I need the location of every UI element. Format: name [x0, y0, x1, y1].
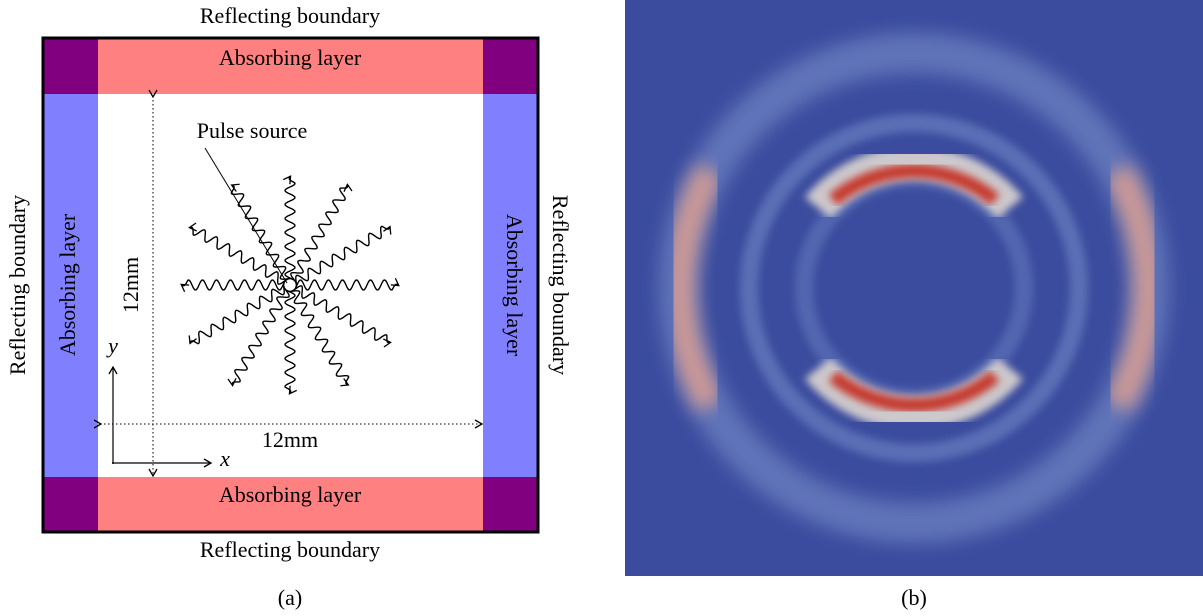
- corner: [43, 477, 98, 532]
- caption: (b): [901, 585, 927, 610]
- domain: [43, 38, 538, 532]
- wave-arrow: [283, 175, 296, 282]
- corner: [43, 38, 98, 94]
- leader-line: [204, 147, 288, 284]
- dimension-label: 12mm: [118, 257, 143, 313]
- caption: (a): [278, 585, 302, 610]
- field-background: [625, 0, 1203, 576]
- wave-arrow: [287, 290, 350, 387]
- layer-label: Absorbing layer: [219, 482, 362, 507]
- axis-label: x: [219, 446, 230, 471]
- wave-arrow: [290, 285, 392, 348]
- absorbing-layer: [98, 38, 483, 94]
- source-label: Pulse source: [197, 118, 308, 143]
- layer-label: Absorbing layer: [219, 45, 362, 70]
- wave-arrow: [284, 288, 297, 395]
- dimension-label: 12mm: [262, 427, 318, 452]
- absorbing-layer: [98, 477, 483, 532]
- wave-arrow: [188, 222, 290, 285]
- wave-arrow: [290, 183, 353, 285]
- wave-arrow: [230, 183, 293, 280]
- layer-label: Absorbing layer: [502, 214, 527, 357]
- axis-label: y: [106, 333, 118, 358]
- outer-wave: [1103, 163, 1164, 413]
- corner: [483, 477, 538, 532]
- waves: [180, 175, 400, 395]
- wave-arrow: [295, 225, 392, 288]
- layer-label: Absorbing layer: [55, 213, 80, 356]
- panel-a: Reflecting boundary Reflecting boundary …: [5, 3, 573, 562]
- corner: [483, 38, 538, 94]
- wave-arrow: [227, 285, 290, 387]
- wave-arrow: [293, 278, 400, 291]
- boundary: [41, 36, 540, 534]
- boundary-label: Reflecting boundary: [548, 195, 573, 375]
- inner-wave: [828, 370, 1000, 413]
- absorbing-layer: [483, 94, 538, 477]
- absorbing-layer: [43, 94, 98, 477]
- wave-arrow: [188, 282, 285, 345]
- boundary-label: Reflecting boundary: [200, 537, 380, 562]
- inner-wave: [740, 114, 1088, 462]
- boundary-label: Reflecting boundary: [200, 3, 380, 28]
- outer-wave: [664, 163, 725, 413]
- inner-wave: [828, 163, 1000, 206]
- wave-arrow: [180, 279, 287, 292]
- boundary-label: Reflecting boundary: [5, 195, 30, 375]
- panel-b: [625, 0, 1203, 576]
